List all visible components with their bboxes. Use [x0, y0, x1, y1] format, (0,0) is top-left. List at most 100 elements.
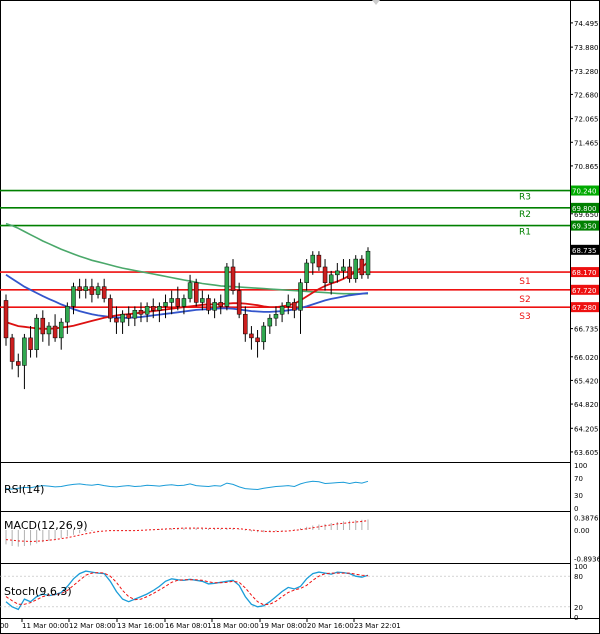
candle-body: [120, 313, 125, 323]
candle: [181, 294, 187, 315]
candle: [347, 259, 352, 283]
candle: [101, 278, 107, 303]
candle-body: [304, 262, 309, 283]
candle-body: [236, 290, 242, 315]
candle-body: [58, 321, 64, 339]
candle-body: [365, 250, 371, 276]
candle-body: [101, 286, 107, 299]
price-tick-label: 73.880: [574, 44, 599, 52]
candle: [341, 259, 346, 279]
candle-body: [157, 306, 162, 311]
candle: [255, 329, 260, 358]
candle-body: [175, 298, 181, 307]
candle-body: [151, 306, 156, 311]
candle: [353, 255, 358, 283]
candle-body: [206, 298, 211, 311]
candle-body: [187, 282, 193, 299]
candle-body: [249, 333, 254, 339]
level-label-s2: S2: [519, 295, 530, 305]
level-label-r3: R3: [519, 193, 531, 203]
price-tick-label: 64.820: [574, 401, 599, 409]
candle-body: [138, 310, 144, 315]
ma-long-line: [5, 222, 368, 295]
candle-body: [230, 266, 236, 291]
price-tick-label: 69.650: [574, 211, 599, 219]
macd-signal-line: [5, 520, 369, 543]
price-tag-label: 69.350: [572, 223, 597, 231]
candle-body: [22, 337, 27, 366]
candle-body: [95, 286, 101, 295]
candle: [157, 302, 162, 323]
price-tick-label: 74.495: [574, 20, 599, 28]
stoch-tick-label: 80: [574, 573, 583, 581]
time-tick-label: 10 Mar 16:00: [0, 622, 9, 630]
price-tag: [571, 202, 599, 213]
candle: [144, 302, 150, 323]
candle: [16, 353, 21, 378]
price-tag: [571, 220, 599, 231]
price-tag: [571, 244, 599, 255]
candle: [151, 298, 156, 319]
candle: [187, 274, 193, 303]
price-tick-label: 63.605: [574, 449, 599, 457]
candle-body: [279, 306, 285, 315]
price-tick-label: 72.680: [574, 91, 599, 99]
candle-body: [243, 313, 248, 335]
time-tick-label: 18 Mar 00:00: [212, 622, 259, 630]
candle: [138, 302, 144, 323]
level-label-r2: R2: [519, 210, 531, 220]
price-tick-label: 66.020: [574, 354, 599, 362]
candle-body: [255, 337, 260, 343]
stoch-panel[interactable]: 100 80 20 0 Stoch(9,6,3): [0, 563, 587, 622]
rsi-panel[interactable]: 100 70 30 0 RSI(14): [4, 462, 587, 513]
candle: [169, 290, 174, 315]
candle-body: [200, 298, 205, 303]
candle: [224, 263, 230, 311]
stoch-tick-label: 20: [574, 604, 583, 612]
candle-body: [224, 266, 230, 307]
candle: [206, 294, 211, 315]
candle: [175, 286, 181, 311]
price-tag-label: 69.800: [572, 205, 597, 213]
candle-body: [285, 302, 291, 307]
time-tick-label: 13 Mar 16:00: [117, 622, 164, 630]
candle: [316, 251, 322, 271]
macd-tick-label: 0.3876: [574, 515, 599, 523]
price-tag: [571, 302, 599, 313]
candle: [58, 318, 64, 350]
candle: [46, 322, 52, 346]
candle-body: [126, 313, 131, 319]
time-tick-label: 20 Mar 16:00: [307, 622, 354, 630]
candle: [279, 302, 285, 323]
candle: [132, 306, 138, 327]
candle-body: [169, 298, 174, 303]
candle: [126, 306, 131, 327]
candle-body: [359, 258, 365, 276]
candle: [77, 278, 82, 299]
price-tag-label: 67.280: [572, 304, 597, 312]
candle: [71, 282, 76, 315]
candle-body: [316, 254, 322, 268]
candle: [365, 247, 371, 279]
macd-panel[interactable]: 0.3876 0.00 -0.8936 MACD(12,26,9): [4, 515, 600, 564]
time-tick-label: 19 Mar 08:00: [260, 622, 307, 630]
price-panel[interactable]: 74.495 73.880 73.280 72.680 72.065 71.465 70.8…: [0, 20, 599, 457]
price-tick-label: 65.420: [574, 377, 599, 385]
candle: [212, 298, 217, 319]
price-tick-label: 70.865: [574, 163, 599, 171]
candle: [273, 306, 279, 327]
price-tag: [571, 284, 599, 295]
candle-body: [28, 337, 33, 350]
price-tag-label: 68.170: [572, 269, 597, 277]
time-tick-label: 11 Mar 00:00: [22, 622, 69, 630]
candle: [243, 306, 248, 342]
price-tag-label: 68.735: [572, 247, 597, 255]
candle: [335, 263, 340, 283]
rsi-tick-label: 100: [574, 462, 587, 470]
candle-body: [347, 266, 352, 280]
candle-body: [52, 325, 58, 339]
candle-body: [193, 282, 199, 303]
candle: [95, 282, 101, 299]
